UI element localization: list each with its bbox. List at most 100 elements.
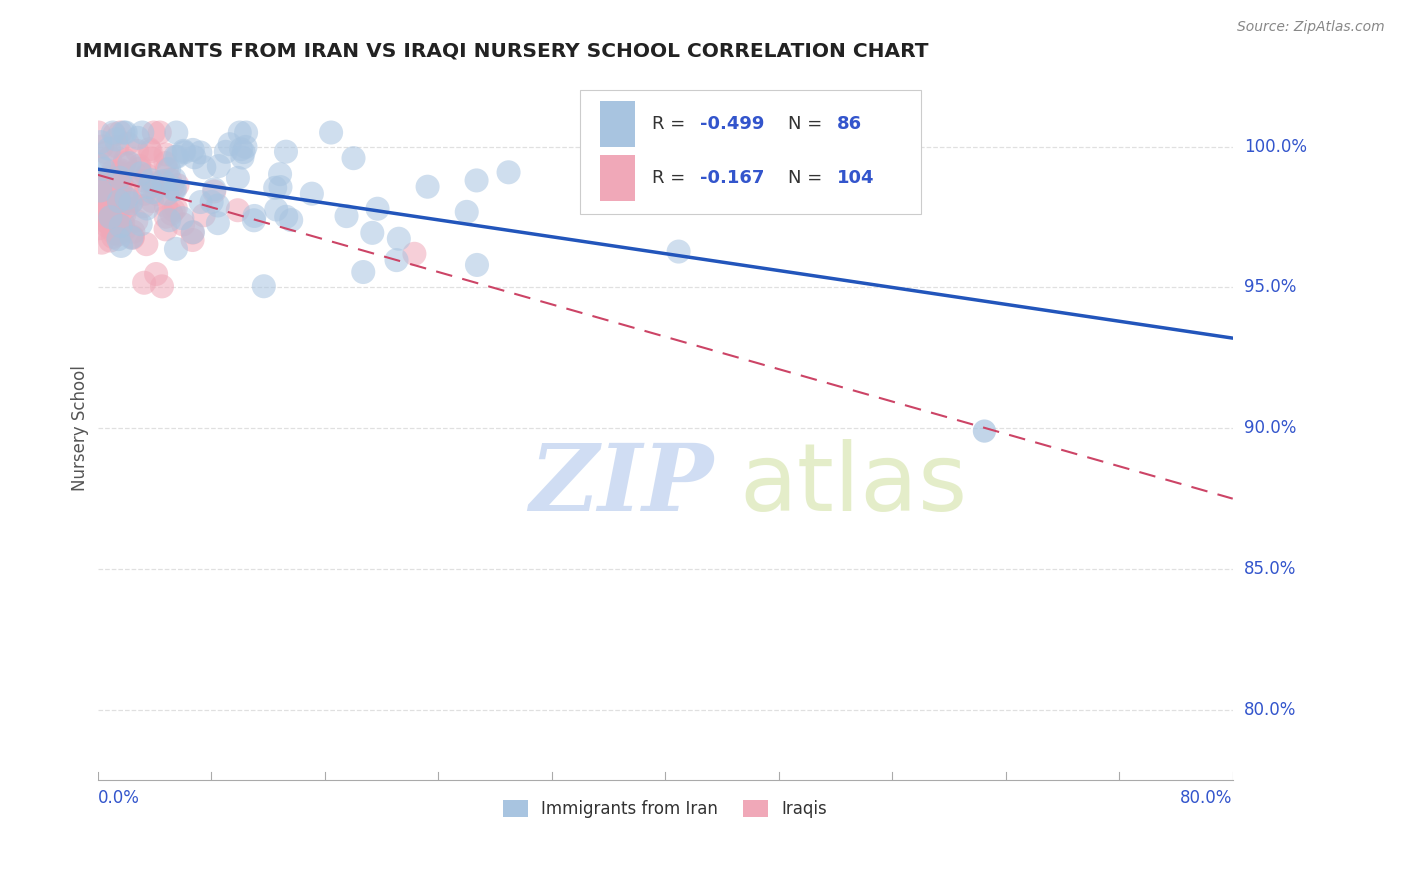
Point [114,153,136,167]
Point [97,184,120,198]
Point [352,265,374,279]
Point [274,145,297,159]
Point [124,166,146,180]
Point [125,144,148,158]
Point [108,170,131,185]
Point [105,132,128,146]
Point [319,126,342,140]
Point [456,205,478,219]
Point [146,187,169,202]
Point [93,174,115,188]
Point [111,178,134,192]
Point [115,191,138,205]
Point [973,424,995,438]
Point [269,167,291,181]
Point [132,199,155,213]
Point [89,188,111,202]
Point [118,193,141,207]
Point [465,258,488,272]
Point [121,229,143,244]
Point [129,166,152,180]
Point [118,156,141,170]
Point [141,173,163,187]
Point [117,136,139,151]
Text: 100.0%: 100.0% [1244,137,1308,155]
Point [121,194,143,209]
Point [155,199,177,213]
Point [127,131,149,145]
Point [181,143,204,157]
Point [101,126,124,140]
Text: R =: R = [651,169,690,187]
Point [90,135,112,149]
Point [101,230,124,244]
Point [367,202,389,216]
Text: ZIP: ZIP [529,440,713,530]
Point [159,172,181,186]
Y-axis label: Nursery School: Nursery School [72,366,89,491]
Point [135,168,157,182]
Point [90,235,112,250]
Point [166,150,188,164]
Point [96,172,118,186]
Text: -0.499: -0.499 [700,115,765,133]
Point [93,199,115,213]
Point [181,225,204,239]
Point [115,200,138,214]
Point [253,279,276,293]
Point [202,182,225,196]
Point [264,202,287,217]
Point [155,156,177,170]
Point [112,217,135,231]
Point [190,195,212,210]
Point [141,152,163,166]
Point [98,151,121,165]
Point [108,166,131,180]
Point [108,194,131,208]
Point [229,142,252,156]
Point [108,126,131,140]
Point [98,169,121,184]
Point [156,186,179,201]
Point [160,180,183,194]
Point [107,217,129,231]
Text: 104: 104 [837,169,875,187]
Point [152,174,174,188]
Point [89,184,111,198]
Point [131,126,153,140]
Legend: Immigrants from Iran, Iraqis: Immigrants from Iran, Iraqis [496,793,834,825]
Point [97,216,120,230]
Point [201,194,224,209]
Point [114,156,136,170]
Point [122,225,145,239]
Point [165,182,187,196]
Point [141,194,163,208]
Point [114,207,136,221]
Point [134,186,156,201]
Point [416,179,439,194]
Point [91,202,114,216]
Point [498,165,520,179]
Point [172,218,194,232]
Point [243,213,266,227]
Point [98,142,121,156]
Point [128,159,150,173]
Point [165,242,187,256]
Point [128,161,150,176]
Point [183,150,205,164]
Point [181,226,204,240]
Point [165,201,187,215]
Point [103,215,125,229]
Point [101,164,124,178]
Point [465,173,488,187]
Point [155,147,177,161]
Point [110,181,132,195]
Point [155,222,177,236]
Text: N =: N = [787,115,828,133]
Point [232,145,254,160]
Point [93,161,115,176]
Point [226,203,249,218]
Point [207,198,229,212]
Point [269,180,291,194]
Point [87,196,110,211]
